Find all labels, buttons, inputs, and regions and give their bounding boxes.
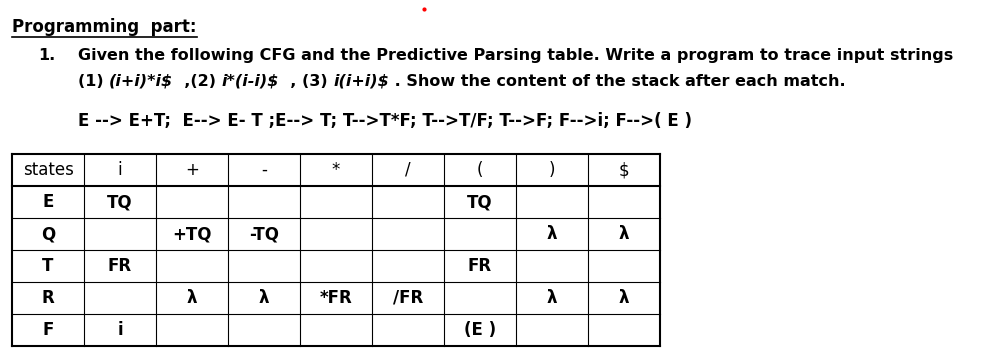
- Text: states: states: [23, 161, 74, 179]
- Text: E: E: [42, 193, 54, 211]
- Text: i: i: [118, 161, 123, 179]
- Text: (E ): (E ): [464, 321, 496, 339]
- Text: ,(2): ,(2): [174, 74, 222, 89]
- Text: λ: λ: [619, 289, 630, 307]
- Text: *: *: [331, 161, 340, 179]
- Text: Programming  part:: Programming part:: [12, 18, 197, 36]
- Text: *FR: *FR: [319, 289, 352, 307]
- Text: -: -: [261, 161, 266, 179]
- Text: λ: λ: [547, 225, 557, 243]
- Text: +TQ: +TQ: [173, 225, 212, 243]
- Text: /: /: [405, 161, 411, 179]
- Text: Q: Q: [41, 225, 55, 243]
- Text: λ: λ: [187, 289, 198, 307]
- Text: λ: λ: [619, 225, 630, 243]
- Text: ): ): [549, 161, 555, 179]
- Text: $: $: [619, 161, 630, 179]
- Text: TQ: TQ: [467, 193, 493, 211]
- Text: i(i+i)$: i(i+i)$: [333, 74, 389, 89]
- Text: TQ: TQ: [107, 193, 133, 211]
- Text: λ: λ: [547, 289, 557, 307]
- Text: -TQ: -TQ: [249, 225, 279, 243]
- Text: i: i: [117, 321, 123, 339]
- Text: T: T: [42, 257, 54, 275]
- Text: +: +: [185, 161, 199, 179]
- Text: (i+i)*i$: (i+i)*i$: [109, 74, 174, 89]
- Text: . Show the content of the stack after each match.: . Show the content of the stack after ea…: [389, 74, 846, 89]
- Text: /FR: /FR: [393, 289, 423, 307]
- Text: i*(i-i)$: i*(i-i)$: [222, 74, 279, 89]
- Text: , (3): , (3): [279, 74, 333, 89]
- Text: F: F: [42, 321, 54, 339]
- Text: FR: FR: [108, 257, 132, 275]
- Text: (1): (1): [78, 74, 109, 89]
- Text: (: (: [477, 161, 483, 179]
- Text: Given the following CFG and the Predictive Parsing table. Write a program to tra: Given the following CFG and the Predicti…: [78, 48, 953, 63]
- Text: R: R: [42, 289, 54, 307]
- Text: 1.: 1.: [38, 48, 55, 63]
- Text: λ: λ: [258, 289, 269, 307]
- Text: E --> E+T;  E--> E- T ;E--> T; T-->T*F; T-->T/F; T-->F; F-->i; F-->( E ): E --> E+T; E--> E- T ;E--> T; T-->T*F; T…: [78, 112, 692, 130]
- Text: FR: FR: [468, 257, 492, 275]
